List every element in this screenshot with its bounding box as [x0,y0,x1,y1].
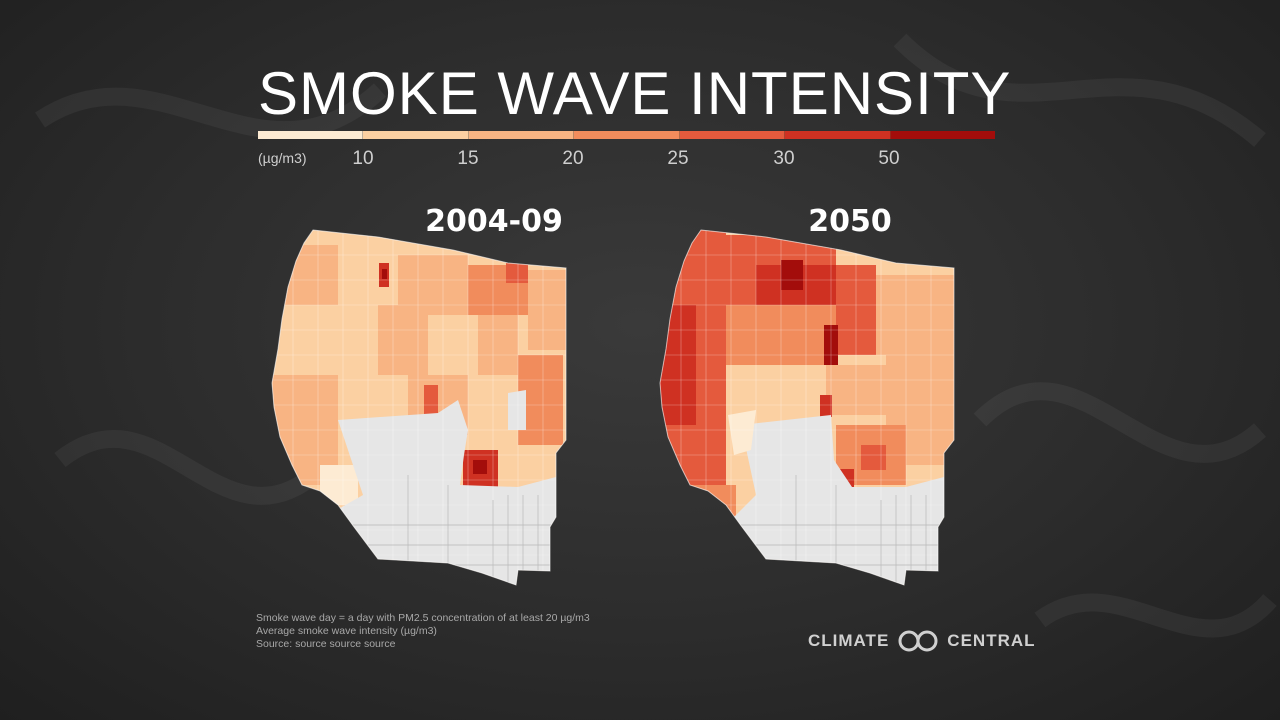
county-patch [876,275,954,355]
map-title-right: 2050 [808,204,892,239]
footnote-line: Average smoke wave intensity (µg/m3) [256,625,437,637]
region-outline [271,229,567,586]
logo-rings-icon [898,630,938,652]
logo-text-left: CLIMATE [808,631,890,650]
county-patch [528,270,566,350]
legend-bin-5 [679,131,786,139]
county-patch [428,315,478,365]
county-boundaries-southwest [338,475,556,585]
county-hotspot [382,269,387,279]
footnote-line: Source: source source source [256,638,396,650]
county-hotspot [820,395,832,417]
legend-bin-7 [890,131,995,139]
county-hotspot [666,335,686,375]
county-patch [836,265,876,355]
county-patch [478,315,518,375]
county-patch [826,365,886,415]
county-hotspot [473,460,487,474]
county-hotspot [861,445,886,470]
legend-tick: 50 [878,148,900,169]
county-hotspot [424,385,438,415]
county-patch [378,305,428,375]
legend-unit: (µg/m3) [258,150,307,166]
legend-bin-3 [468,131,575,139]
county-patch [726,305,836,365]
no-data-region [508,390,526,430]
climate-central-logo: CLIMATE CENTRAL [808,630,1036,652]
legend-tick: 20 [562,148,584,169]
map-title-left: 2004-09 [425,204,563,239]
county-hotspot [781,260,803,290]
map-2004-09 [271,229,567,586]
legend-bin-1 [258,131,364,139]
footnotes: Smoke wave day = a day with PM2.5 concen… [256,612,590,651]
legend-tick: 10 [352,148,374,169]
county-patch [728,410,756,455]
no-data-region [726,415,944,585]
footnote-line: Smoke wave day = a day with PM2.5 concen… [256,612,590,624]
county-patch [278,245,338,305]
county-boundaries [660,230,954,585]
logo-text-right: CENTRAL [947,631,1036,650]
region-outline [659,229,955,586]
color-legend [258,131,995,139]
county-hotspot [506,263,528,283]
county-boundaries-southwest [736,475,944,585]
page-title: SMOKE WAVE INTENSITY [258,60,1012,127]
county-patch [308,315,378,375]
legend-bin-4 [574,131,680,139]
legend-tick: 25 [667,148,689,169]
county-patch [676,485,736,535]
county-patch [320,465,358,505]
legend-tick: 15 [457,148,479,169]
county-layer [660,230,954,585]
map-2050 [659,229,955,586]
county-hotspot [824,325,838,365]
legend-bin-6 [785,131,891,139]
no-data-region [328,400,556,585]
county-layer [272,230,566,585]
county-boundaries [272,230,566,585]
legend-bin-2 [363,131,469,139]
legend-tick: 30 [773,148,795,169]
